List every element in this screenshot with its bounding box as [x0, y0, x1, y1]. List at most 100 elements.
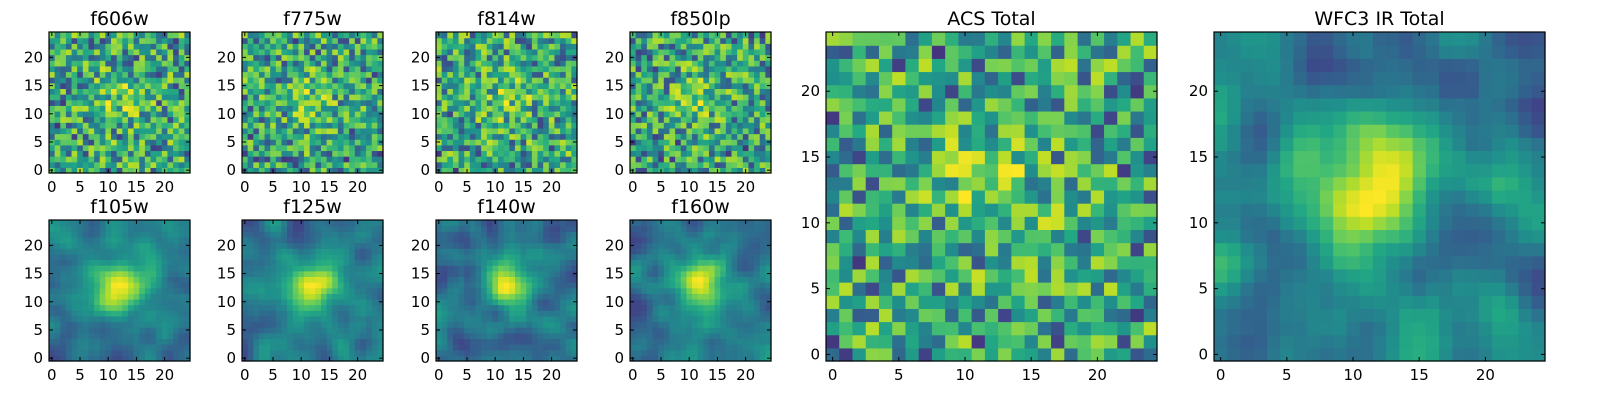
heatmap-cell — [464, 225, 471, 232]
heatmap-cell — [270, 225, 277, 232]
heatmap-cell — [349, 225, 356, 232]
heatmap-cell — [377, 133, 384, 140]
heatmap-cell — [173, 231, 180, 238]
heatmap-cell — [298, 65, 305, 73]
heatmap-cell — [464, 88, 471, 95]
heatmap-cell — [441, 48, 448, 56]
heatmap-cell — [520, 127, 527, 135]
heatmap-cell — [150, 133, 157, 140]
heatmap-cell — [514, 110, 522, 118]
heatmap-cell — [354, 321, 362, 328]
heatmap-cell — [105, 156, 112, 163]
heatmap-cell — [173, 82, 180, 89]
heatmap-cell — [725, 110, 733, 118]
heatmap-cell — [663, 276, 671, 283]
heatmap-cell — [697, 37, 704, 44]
heatmap-cell — [337, 270, 345, 277]
heatmap-cell — [669, 133, 676, 140]
heatmap-cell — [281, 332, 288, 340]
heatmap-cell — [122, 349, 129, 356]
heatmap-cell — [105, 349, 112, 356]
heatmap-cell — [161, 349, 169, 356]
heatmap-cell — [127, 167, 135, 174]
heatmap-cell — [514, 71, 522, 78]
heatmap-cell — [492, 77, 499, 84]
heatmap-cell — [486, 220, 493, 227]
heatmap-cell — [635, 65, 642, 73]
heatmap-cell — [520, 276, 527, 283]
heatmap-cell — [360, 248, 367, 255]
heatmap-cell — [646, 122, 654, 129]
heatmap-cell — [253, 105, 260, 112]
heatmap-cell — [371, 71, 378, 78]
heatmap-cell — [99, 355, 106, 362]
y-tick-label: 5 — [420, 133, 430, 151]
heatmap-cell — [111, 287, 118, 294]
heatmap-cell — [658, 338, 665, 345]
heatmap-cell — [731, 321, 738, 328]
heatmap-cell — [652, 338, 659, 345]
heatmap-cell — [105, 99, 112, 106]
heatmap-cell — [173, 99, 180, 106]
heatmap-cell — [281, 242, 288, 249]
heatmap-cell — [253, 122, 260, 129]
heatmap-cell — [99, 338, 106, 345]
heatmap-cell — [571, 116, 578, 123]
heatmap-cell — [441, 327, 448, 334]
heatmap-cell — [253, 94, 260, 101]
heatmap-cell — [765, 122, 772, 129]
heatmap-cell — [144, 37, 152, 44]
heatmap-cell — [765, 32, 772, 39]
heatmap-cell — [520, 259, 527, 266]
heatmap-cell — [509, 60, 516, 67]
heatmap-cell — [731, 60, 738, 67]
heatmap-cell — [173, 88, 180, 95]
x-tick-label: 15 — [514, 178, 533, 196]
heatmap-cell — [366, 225, 373, 232]
heatmap-cell — [258, 43, 266, 50]
heatmap-cell — [354, 48, 362, 56]
heatmap-cell — [663, 77, 671, 84]
heatmap-cell — [144, 355, 152, 362]
heatmap-cells — [630, 220, 772, 362]
heatmap-cell — [560, 43, 567, 50]
heatmap-cell — [697, 327, 704, 334]
heatmap-cell — [264, 116, 271, 123]
heatmap-cell — [349, 310, 356, 317]
heatmap-cell — [281, 43, 288, 50]
heatmap-cell — [156, 282, 163, 289]
heatmap-cell — [725, 65, 733, 73]
heatmap-cell — [161, 315, 169, 323]
heatmap-cell — [520, 265, 527, 272]
heatmap-cell — [161, 48, 169, 56]
heatmap-cell — [436, 315, 443, 323]
heatmap-cell — [486, 355, 493, 362]
heatmap-cell — [486, 110, 493, 118]
heatmap-cell — [150, 248, 157, 255]
heatmap-cell — [537, 231, 544, 238]
heatmap-cell — [441, 60, 448, 67]
heatmap-cell — [565, 338, 572, 345]
heatmap-cell — [116, 161, 123, 168]
heatmap-cell — [531, 82, 539, 89]
heatmap-cell — [60, 304, 67, 311]
heatmap-cell — [554, 99, 561, 106]
heatmap-cell — [658, 71, 665, 78]
heatmap-cell — [565, 60, 572, 67]
heatmap-cell — [663, 139, 671, 146]
heatmap-cell — [247, 270, 254, 277]
heatmap-cell — [543, 270, 550, 277]
heatmap-cell — [49, 43, 56, 50]
heatmap-cell — [298, 236, 305, 244]
heatmap-cell — [371, 167, 378, 174]
heatmap-cell — [630, 105, 637, 112]
heatmap-cell — [184, 77, 191, 84]
heatmap-cell — [54, 332, 61, 340]
heatmap-cell — [139, 37, 146, 44]
heatmap-cell — [173, 349, 180, 356]
heatmap-cell — [178, 150, 185, 157]
heatmap-cell — [754, 88, 761, 95]
heatmap-cell — [116, 77, 123, 84]
heatmap-cell — [281, 99, 288, 106]
heatmap-cell — [630, 287, 637, 294]
